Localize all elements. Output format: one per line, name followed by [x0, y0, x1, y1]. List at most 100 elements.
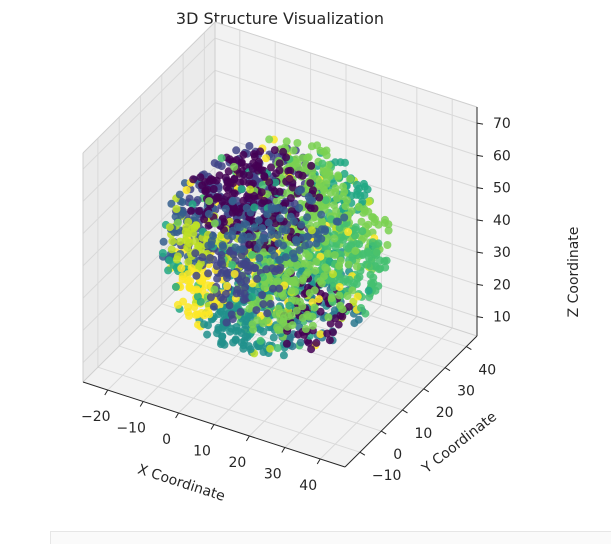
data-point — [295, 246, 304, 255]
data-point — [239, 177, 248, 186]
z-tick-mark — [476, 122, 484, 125]
data-point — [242, 204, 251, 212]
data-point — [200, 311, 209, 320]
data-point — [346, 174, 355, 183]
data-point — [316, 146, 325, 155]
data-point — [260, 172, 269, 180]
data-point — [262, 154, 270, 163]
data-point — [222, 318, 231, 327]
data-point — [229, 338, 238, 347]
data-point — [205, 197, 214, 206]
y-tick-mark — [466, 346, 472, 350]
data-point — [293, 139, 302, 147]
data-point — [245, 232, 254, 241]
data-point — [201, 186, 210, 195]
data-point — [175, 190, 184, 199]
data-point — [204, 210, 213, 218]
data-point — [187, 264, 196, 273]
data-point — [185, 239, 194, 247]
data-point — [217, 269, 226, 278]
data-point — [282, 226, 291, 235]
data-point — [196, 297, 205, 306]
data-point — [173, 252, 182, 261]
data-point — [330, 234, 339, 243]
data-point — [210, 159, 219, 168]
data-point — [225, 301, 234, 310]
data-point — [232, 146, 241, 155]
z-tick-label: 70 — [493, 116, 511, 132]
grid-line-y — [97, 366, 361, 453]
data-point — [255, 254, 264, 262]
data-point — [266, 299, 275, 308]
x-tick-label: 30 — [264, 466, 282, 482]
data-point — [171, 282, 180, 291]
data-point — [222, 192, 231, 201]
data-point — [364, 220, 373, 229]
data-point — [217, 154, 226, 163]
data-point — [265, 178, 274, 187]
x-tick-mark — [175, 412, 180, 419]
data-point — [279, 147, 288, 156]
z-tick-mark — [476, 154, 484, 157]
data-point — [285, 174, 294, 183]
data-point — [249, 191, 258, 200]
data-point — [243, 192, 252, 201]
data-point — [344, 260, 353, 269]
data-point — [282, 137, 291, 146]
data-point — [230, 270, 239, 278]
x-tick-mark — [245, 435, 250, 442]
grid-line-x — [284, 316, 418, 448]
data-point — [237, 278, 245, 287]
grid-line-x — [319, 327, 453, 460]
data-point — [245, 142, 254, 150]
data-point — [256, 147, 265, 156]
x-tick-mark — [210, 424, 215, 430]
data-point — [324, 313, 333, 322]
data-point — [213, 274, 222, 283]
data-point — [192, 285, 201, 294]
data-point — [235, 169, 244, 178]
z-tick-mark — [476, 283, 484, 286]
data-point — [292, 306, 301, 315]
x-tick-label: 0 — [162, 432, 171, 448]
data-point — [220, 340, 229, 349]
data-point — [320, 225, 329, 234]
x-tick-label: −10 — [116, 421, 146, 437]
x-tick-label: 40 — [299, 478, 317, 494]
left-pane — [83, 22, 215, 382]
data-point — [326, 319, 335, 328]
y-tick-mark — [423, 388, 430, 393]
data-point — [165, 223, 174, 232]
data-point — [248, 250, 256, 259]
data-point — [159, 237, 168, 246]
data-point — [266, 257, 275, 266]
data-point — [316, 330, 325, 339]
data-point — [272, 169, 280, 178]
data-point — [185, 283, 194, 291]
y-tick-mark — [380, 430, 387, 435]
data-point — [230, 162, 239, 171]
data-point — [288, 277, 297, 286]
data-point — [223, 231, 232, 240]
data-point — [183, 270, 192, 279]
data-point — [214, 323, 223, 332]
data-point — [228, 315, 237, 324]
data-point — [187, 206, 195, 215]
data-point — [259, 248, 268, 257]
grid-line-y — [140, 324, 403, 411]
z-tick-label: 50 — [493, 181, 511, 197]
data-point — [364, 286, 373, 295]
y-tick-label: 0 — [393, 447, 402, 463]
data-point — [230, 175, 239, 184]
data-point — [267, 163, 275, 172]
data-point — [189, 175, 198, 184]
grid-line-z — [82, 70, 216, 202]
data-point — [352, 180, 361, 189]
data-point — [258, 224, 267, 233]
data-point — [307, 161, 316, 170]
data-point — [178, 275, 187, 284]
data-point — [341, 202, 350, 211]
y-tick-label: −10 — [372, 468, 402, 484]
data-point — [210, 285, 219, 294]
data-point — [371, 286, 380, 295]
